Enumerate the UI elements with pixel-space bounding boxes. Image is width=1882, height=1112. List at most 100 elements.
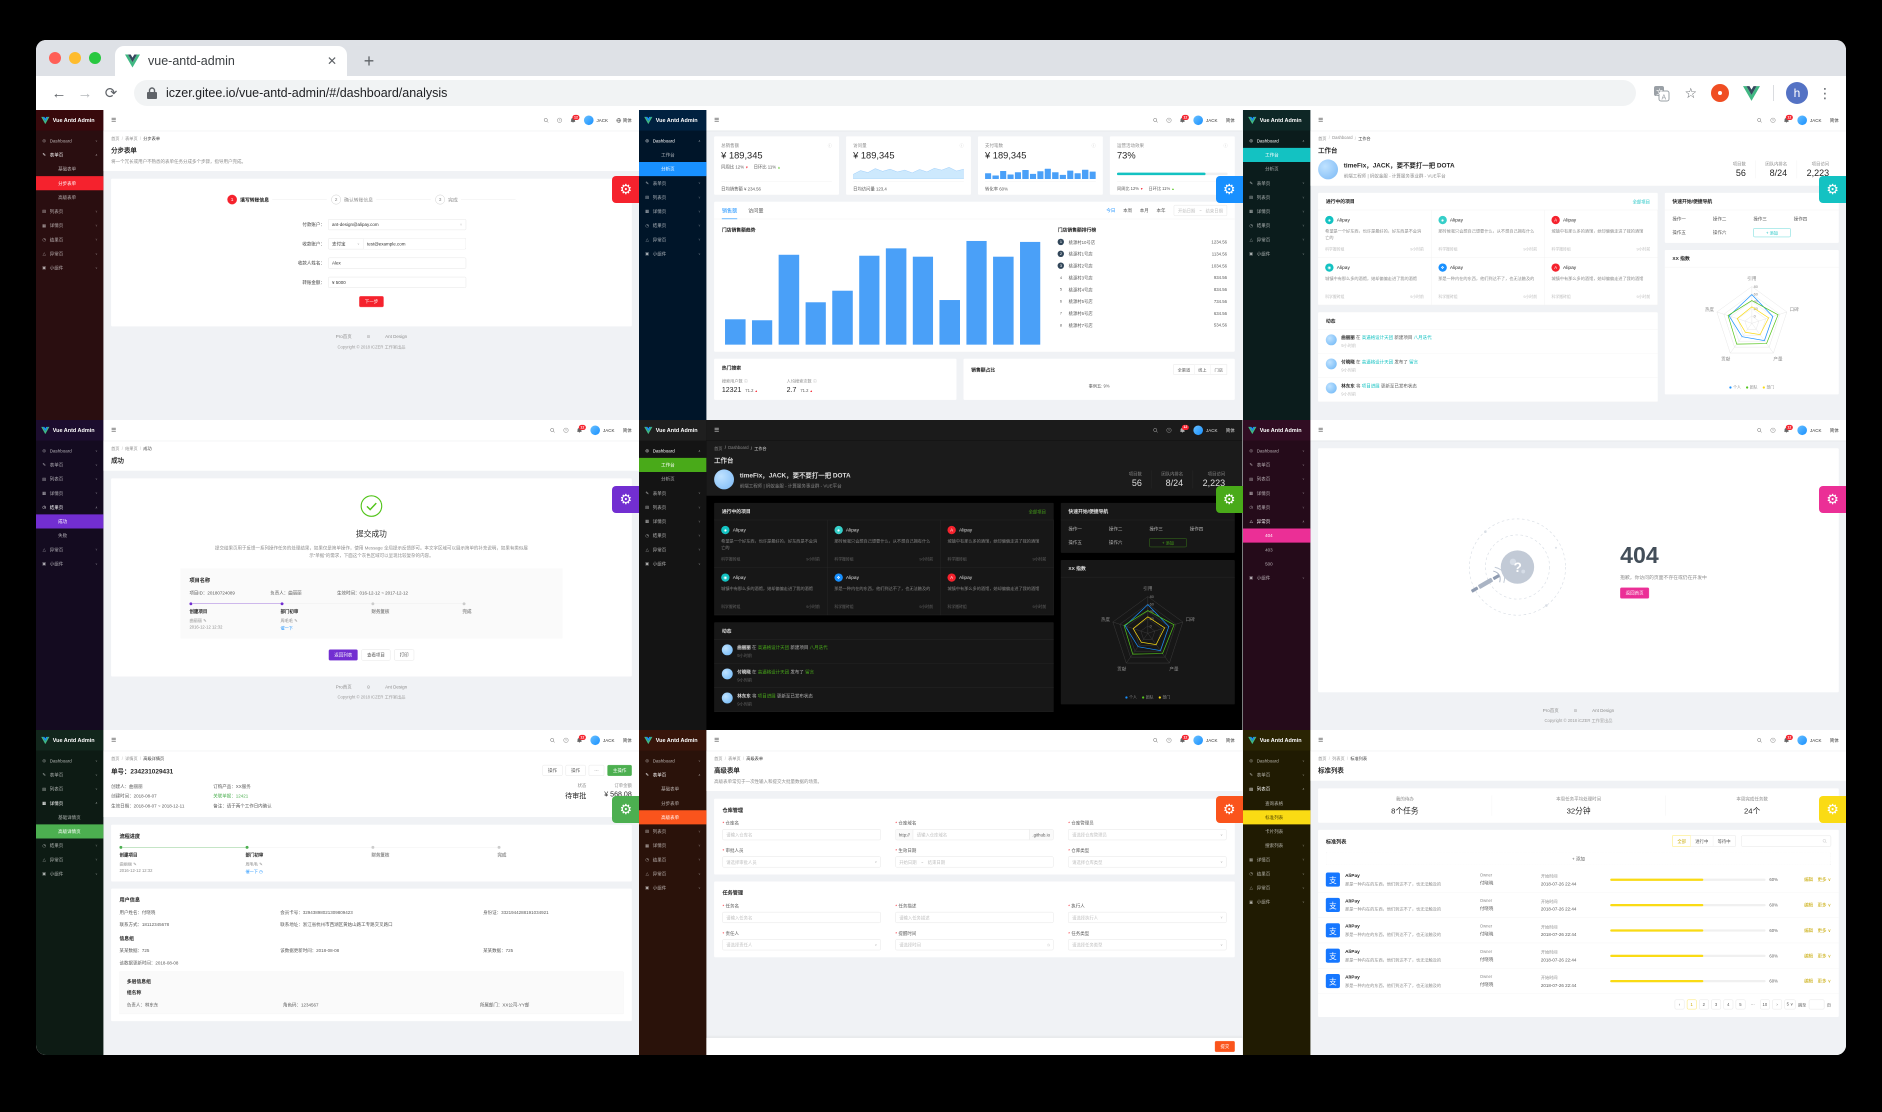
menu-collapse-icon[interactable]: ☰ — [111, 116, 117, 124]
help-icon[interactable]: ? — [563, 427, 569, 433]
theme-settings-gear-icon[interactable]: ⚙ — [1818, 796, 1846, 823]
app-logo[interactable]: Vue Antd Admin — [36, 110, 104, 131]
language-switcher[interactable]: 简体 — [1226, 427, 1236, 433]
field-input[interactable]: 请选择仓库类型 ∨ — [1068, 856, 1227, 868]
sidebar-menu-item[interactable]: △ 异常页 ∨ — [1243, 233, 1310, 247]
legend-item[interactable]: 个人 — [1728, 384, 1740, 390]
breadcrumb-item[interactable]: 详情页 — [119, 755, 138, 761]
theme-settings-gear-icon[interactable]: ⚙ — [1215, 176, 1243, 203]
sidebar-menu-item[interactable]: 查询表格 — [1243, 796, 1310, 810]
breadcrumb-item[interactable]: 结果页 — [119, 445, 138, 451]
maximize-window-button[interactable] — [89, 52, 101, 64]
sidebar-menu-item[interactable]: 404 — [1242, 528, 1311, 543]
activity-link[interactable]: 留言 — [805, 669, 815, 675]
sidebar-menu-item[interactable]: ◎ Dashboard ∨ — [36, 444, 103, 458]
sidebar-menu-item[interactable]: ▣ 小组件 ∨ — [639, 247, 706, 261]
theme-settings-gear-icon[interactable]: ⚙ — [612, 176, 640, 203]
activity-link[interactable]: 高逼格设计天团 — [758, 669, 790, 675]
bookmark-star-icon[interactable]: ☆ — [1684, 84, 1697, 101]
field-input[interactable]: 请选择时间 ◷ — [895, 939, 1054, 951]
search-icon[interactable] — [1153, 738, 1159, 743]
field-input[interactable]: 请选择执行人 ∨ — [1068, 912, 1227, 923]
theme-settings-gear-icon[interactable]: ⚙ — [1215, 796, 1243, 823]
language-switcher[interactable]: 简体 — [616, 117, 632, 123]
page-button[interactable]: › — [1771, 999, 1782, 1010]
sidebar-menu-item[interactable]: ▣ 小组件 ∨ — [1243, 247, 1310, 261]
flow-step-sub[interactable] — [497, 867, 623, 872]
field-input[interactable]: 请选择任务类型 ∨ — [1068, 939, 1227, 951]
sidebar-menu-item[interactable]: ◎ Dashboard ∧ — [639, 444, 706, 458]
field-input[interactable]: 请选择审批人员 ∨ — [722, 856, 881, 868]
next-step-button[interactable]: 下一步 — [359, 296, 384, 308]
sidebar-menu-item[interactable]: 成功 — [36, 514, 104, 529]
op-link[interactable]: 操作六 — [1712, 230, 1726, 236]
sidebar-menu-item[interactable]: ◷ 结果页 ∨ — [36, 233, 103, 247]
close-window-button[interactable] — [49, 52, 61, 64]
legend-item[interactable]: 团队 — [1745, 384, 1757, 390]
field-input[interactable]: 请输入仓库名 — [722, 829, 881, 841]
more-link[interactable]: 更多 ∨ — [1817, 978, 1831, 984]
breadcrumb-item[interactable]: 工作台 — [1352, 135, 1371, 141]
flow-step-sub[interactable] — [371, 624, 462, 629]
sidebar-menu-item[interactable]: 500 — [1243, 557, 1310, 571]
language-switcher[interactable]: 简体 — [622, 427, 632, 433]
payee-name-input[interactable]: Alex — [328, 257, 467, 269]
menu-collapse-icon[interactable]: ☰ — [1317, 116, 1323, 124]
github-icon[interactable]: ⊙ — [1573, 707, 1577, 713]
filter-button[interactable]: 进行中 — [1690, 835, 1713, 847]
sidebar-menu-item[interactable]: △ 异常页 ∨ — [639, 543, 706, 557]
sidebar-menu-item[interactable]: ▤ 列表页 ∨ — [36, 472, 103, 486]
sidebar-menu-item[interactable]: ◷ 结果页 ∧ — [36, 500, 103, 514]
search-icon[interactable] — [1153, 427, 1159, 433]
breadcrumb-item[interactable]: 首页 — [714, 446, 723, 451]
help-icon[interactable]: ? — [563, 737, 569, 743]
project-card[interactable]: ❖ Alipay 那是一种内在的东西，他们到达不了，也无法触及的 科学搬砖组 9小时… — [827, 567, 941, 616]
action-button[interactable]: 操作 — [565, 764, 586, 776]
sidebar-menu-item[interactable]: ◷ 结果页 ∨ — [639, 853, 706, 867]
reload-icon[interactable]: ⟳ — [104, 85, 118, 102]
language-switcher[interactable]: 简体 — [622, 737, 632, 743]
submit-button[interactable]: 提交 — [1215, 1041, 1236, 1052]
app-logo[interactable]: Vue Antd Admin — [36, 730, 104, 751]
bell-icon[interactable]: 12 — [1783, 114, 1793, 123]
range-link[interactable]: 本年 — [1156, 207, 1166, 213]
field-input[interactable]: 请选择仓库管理员 ∨ — [1068, 829, 1227, 841]
bell-icon[interactable]: 12 — [570, 114, 580, 123]
search-icon[interactable] — [1757, 428, 1762, 433]
footer-link-home[interactable]: Pro首页 — [1542, 707, 1559, 713]
sidebar-menu-item[interactable]: 标准列表 — [1242, 810, 1311, 825]
project-card[interactable]: A Alipay 城镇中有那么多的酒馆，她却偏偏走进了我的酒馆 科学搬砖组 9小时前 — [1544, 210, 1658, 258]
breadcrumb-item[interactable]: 首页 — [111, 136, 120, 141]
result-button[interactable]: 查看项目 — [361, 649, 391, 661]
app-logo[interactable]: Vue Antd Admin — [639, 420, 707, 441]
tab[interactable]: 访问量 — [748, 208, 764, 214]
breadcrumb-item[interactable]: Dashboard — [1326, 135, 1352, 141]
back-home-button[interactable]: 返回首页 — [1619, 587, 1649, 599]
op-link[interactable]: 操作三 — [1149, 526, 1164, 532]
menu-collapse-icon[interactable]: ☰ — [111, 426, 117, 434]
activity-link[interactable]: 项目进展 — [758, 693, 777, 699]
language-switcher[interactable]: 简体 — [1829, 427, 1839, 433]
menu-collapse-icon[interactable]: ☰ — [1317, 736, 1323, 744]
amount-input[interactable]: ¥ 5000 — [328, 276, 467, 288]
more-link[interactable]: 更多 ∨ — [1817, 927, 1831, 933]
avatar[interactable] — [1193, 425, 1204, 435]
avatar[interactable] — [1193, 735, 1204, 746]
sidebar-menu-item[interactable]: 分析页 — [639, 472, 706, 486]
help-icon[interactable]: ? — [1166, 117, 1172, 123]
sidebar-menu-item[interactable]: △ 异常页 ∨ — [36, 543, 103, 557]
new-tab-button[interactable]: + — [363, 50, 375, 71]
bell-icon[interactable]: 12 — [1180, 114, 1190, 123]
breadcrumb-item[interactable]: 工作台 — [749, 445, 768, 451]
sidebar-menu-item[interactable]: ▣ 小组件 ∨ — [639, 557, 706, 571]
project-card[interactable]: ◈ Alipay 希望是一个好东西，也许是最好的，好东西是不会消亡的 科学搬砖组 9… — [714, 520, 828, 568]
footer-link-ant[interactable]: Ant Design — [1591, 707, 1614, 713]
sidebar-menu-item[interactable]: ◎ Dashboard ∨ — [36, 754, 103, 768]
edit-link[interactable]: 编辑 — [1803, 877, 1813, 883]
payer-select[interactable]: ant-design@alipay.com ∨ — [328, 219, 467, 231]
channel-button[interactable]: 全渠道 — [1173, 364, 1195, 375]
sidebar-menu-item[interactable]: 分步表单 — [639, 796, 706, 810]
sidebar-menu-item[interactable]: ▤ 列表页 ∨ — [36, 782, 103, 796]
flow-step-sub[interactable]: 2016-12-12 12:32 — [189, 624, 223, 630]
theme-settings-gear-icon[interactable]: ⚙ — [1818, 486, 1846, 513]
